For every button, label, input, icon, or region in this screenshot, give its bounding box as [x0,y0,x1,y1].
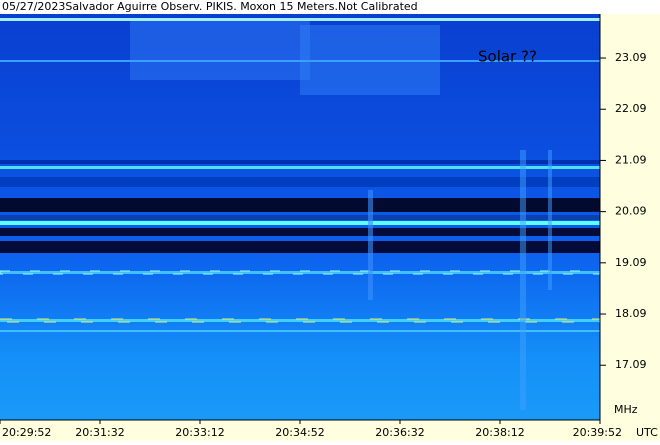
y-tick-label: 23.09 [615,51,647,64]
x-tick-label: 20:36:32 [375,426,424,439]
band [0,60,600,62]
band [0,241,600,253]
band [0,215,600,220]
y-tick-label: 20.09 [615,205,647,218]
x-tick-label: 20:34:52 [275,426,324,439]
band [0,270,601,275]
x-axis-panel [0,420,600,441]
y-tick-label: 22.09 [615,102,647,115]
x-tick-label: 20:38:12 [475,426,524,439]
title-bar [0,0,660,14]
streak [520,150,526,410]
y-tick-label: 21.09 [615,153,647,166]
x-tick-label: 20:39:52 [573,426,622,439]
band [0,160,600,164]
y-tick-label: 19.09 [615,256,647,269]
band [0,221,600,225]
x-axis-label: UTC [636,426,658,439]
streak [548,150,552,290]
band [0,318,601,323]
annotation: Solar ?? [478,48,537,66]
glow [130,20,310,80]
x-tick-label: 20:31:32 [75,426,124,439]
band [0,166,600,169]
spectrogram [0,14,601,420]
x-tick-label: 20:29:52 [2,426,51,439]
band [0,228,600,236]
band [0,330,600,332]
y-axis-label: MHz [614,403,638,416]
band [0,18,600,21]
y-tick-label: 18.09 [615,307,647,320]
streak [368,190,373,300]
band [0,177,600,187]
y-axis-panel [600,14,660,441]
chart-title: 05/27/2023Salvador Aguirre Observ. PIKIS… [2,0,418,13]
y-tick-label: 17.09 [615,358,647,371]
band [0,198,600,212]
x-tick-label: 20:33:12 [175,426,224,439]
